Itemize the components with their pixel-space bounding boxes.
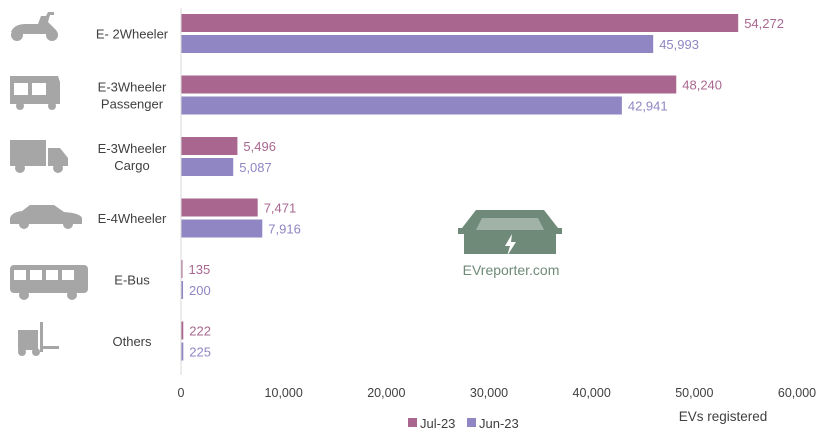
bar-jun-23-3 [181, 219, 263, 238]
bar-jun-23-4 [181, 281, 184, 299]
bar-jul-23-1 [181, 75, 677, 94]
watermark-text: EVreporter.com [463, 262, 560, 278]
data-label-jul-23-2: 5,496 [243, 139, 276, 154]
legend-label-jun: Jun-23 [479, 416, 519, 431]
data-label-jun-23-2: 5,087 [239, 160, 272, 175]
evreporter-logo-icon [458, 210, 562, 256]
x-axis-label: EVs registered [679, 409, 768, 424]
bar-jul-23-5 [181, 321, 184, 340]
data-label-jun-23-0: 45,993 [659, 37, 699, 52]
bus-icon [10, 265, 88, 300]
data-label-jul-23-4: 135 [189, 262, 211, 277]
x-tick-label: 20,000 [367, 386, 405, 400]
data-label-jun-23-4: 200 [189, 283, 211, 298]
bar-jul-23-2 [181, 137, 238, 155]
data-label-jul-23-0: 54,272 [744, 16, 784, 31]
category-label-4: E-Bus [114, 273, 150, 288]
bar-jun-23-2 [181, 158, 234, 176]
auto-rickshaw-icon [10, 76, 60, 110]
data-label-jun-23-3: 7,916 [268, 222, 301, 237]
scooter-icon [11, 12, 58, 41]
x-tick-label: 0 [178, 386, 185, 400]
category-label-1: E-3Wheeler Passenger [98, 80, 167, 112]
x-tick-label: 60,000 [778, 386, 816, 400]
legend: Jul-23 Jun-23 [408, 416, 519, 431]
category-label-5: Others [112, 334, 152, 349]
data-label-jul-23-3: 7,471 [264, 201, 297, 216]
car-icon [10, 205, 82, 229]
bar-jun-23-5 [181, 342, 184, 361]
category-label-3: E-4Wheeler [98, 211, 167, 226]
data-label-jul-23-5: 222 [189, 324, 211, 339]
cargo-truck-icon [10, 140, 68, 173]
bar-jul-23-4 [181, 260, 183, 278]
legend-swatch-jul [408, 418, 417, 427]
x-tick-label: 50,000 [675, 386, 713, 400]
legend-label-jul: Jul-23 [420, 416, 455, 431]
data-label-jun-23-5: 225 [189, 345, 211, 360]
x-tick-label: 10,000 [265, 386, 303, 400]
bar-jun-23-0 [181, 35, 654, 53]
data-label-jun-23-1: 42,941 [628, 99, 668, 114]
category-label-2: E-3Wheeler Cargo [98, 141, 167, 173]
bar-jul-23-0 [181, 14, 739, 32]
bar-jul-23-3 [181, 198, 258, 217]
forklift-icon [18, 322, 59, 356]
bar-jun-23-1 [181, 96, 622, 115]
x-tick-label: 30,000 [470, 386, 508, 400]
category-label-0: E- 2Wheeler [96, 27, 169, 42]
legend-swatch-jun [467, 418, 476, 427]
data-label-jul-23-1: 48,240 [682, 78, 722, 93]
x-tick-label: 40,000 [573, 386, 611, 400]
